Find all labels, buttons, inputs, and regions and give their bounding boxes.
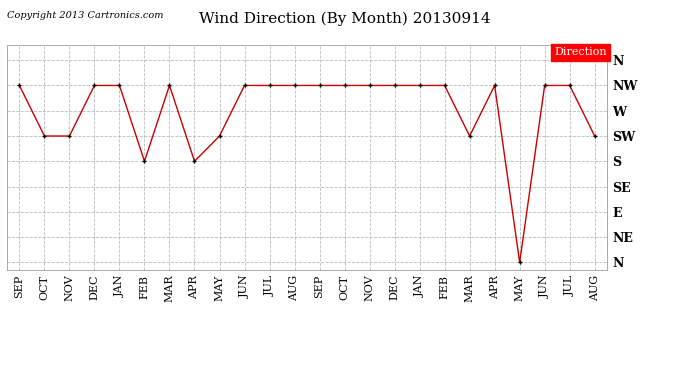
Point: [439, 82, 450, 88]
Point: [314, 82, 325, 88]
Point: [589, 133, 600, 139]
Point: [189, 158, 200, 164]
Point: [214, 133, 225, 139]
Point: [564, 82, 575, 88]
Point: [264, 82, 275, 88]
Point: [39, 133, 50, 139]
Text: Copyright 2013 Cartronics.com: Copyright 2013 Cartronics.com: [7, 11, 164, 20]
Point: [489, 82, 500, 88]
Point: [14, 82, 25, 88]
Text: Direction: Direction: [554, 47, 607, 57]
Point: [414, 82, 425, 88]
Point: [364, 82, 375, 88]
Point: [464, 133, 475, 139]
Point: [339, 82, 350, 88]
Point: [89, 82, 100, 88]
Point: [539, 82, 550, 88]
Point: [239, 82, 250, 88]
Point: [514, 260, 525, 266]
Point: [114, 82, 125, 88]
Point: [64, 133, 75, 139]
Point: [164, 82, 175, 88]
Point: [389, 82, 400, 88]
Point: [139, 158, 150, 164]
Point: [289, 82, 300, 88]
Text: Wind Direction (By Month) 20130914: Wind Direction (By Month) 20130914: [199, 11, 491, 26]
